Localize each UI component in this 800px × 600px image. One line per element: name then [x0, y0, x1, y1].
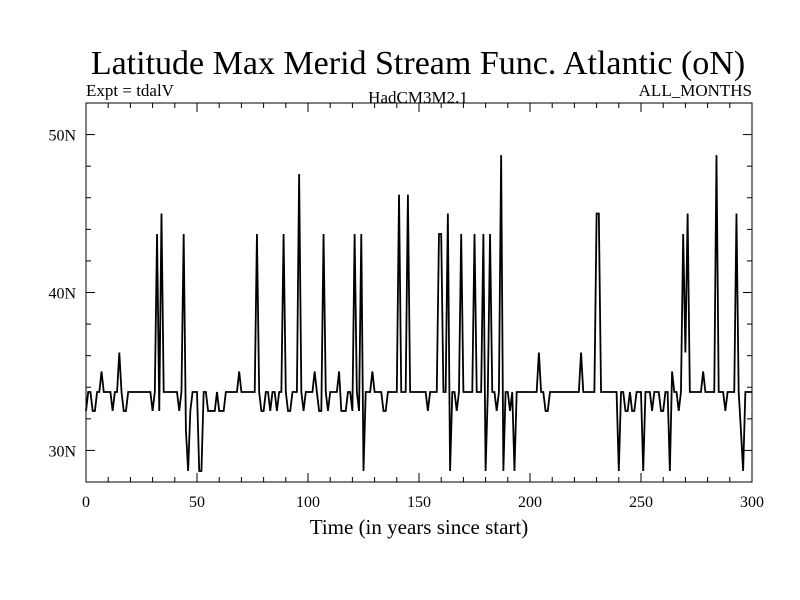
x-tick-label: 50	[189, 494, 205, 511]
series-line	[85, 155, 752, 472]
x-axis-tick-labels: 0 50 100 150 200 250 300	[82, 494, 764, 511]
x-tick-label: 250	[629, 494, 653, 511]
y-axis-ticks	[86, 102, 752, 483]
y-tick-label: 40N	[48, 286, 76, 303]
x-tick-label: 100	[296, 494, 320, 511]
y-axis-tick-labels: 30N 40N 50N	[48, 128, 76, 461]
y-tick-label: 50N	[48, 128, 76, 145]
subtitle-right: ALL_MONTHS	[639, 81, 752, 100]
y-tick-label: 30N	[48, 443, 76, 460]
x-axis-label: Time (in years since start)	[310, 515, 529, 539]
subtitle-left: Expt = tdalV	[86, 81, 175, 100]
x-axis-ticks	[85, 103, 753, 482]
x-tick-label: 0	[82, 494, 90, 511]
subtitle-center: HadCM3M2.1	[368, 88, 468, 107]
x-tick-label: 300	[740, 494, 764, 511]
x-tick-label: 150	[407, 494, 431, 511]
series-group	[85, 155, 752, 472]
chart-title: Latitude Max Merid Stream Func. Atlantic…	[91, 45, 745, 82]
x-tick-label: 200	[518, 494, 542, 511]
